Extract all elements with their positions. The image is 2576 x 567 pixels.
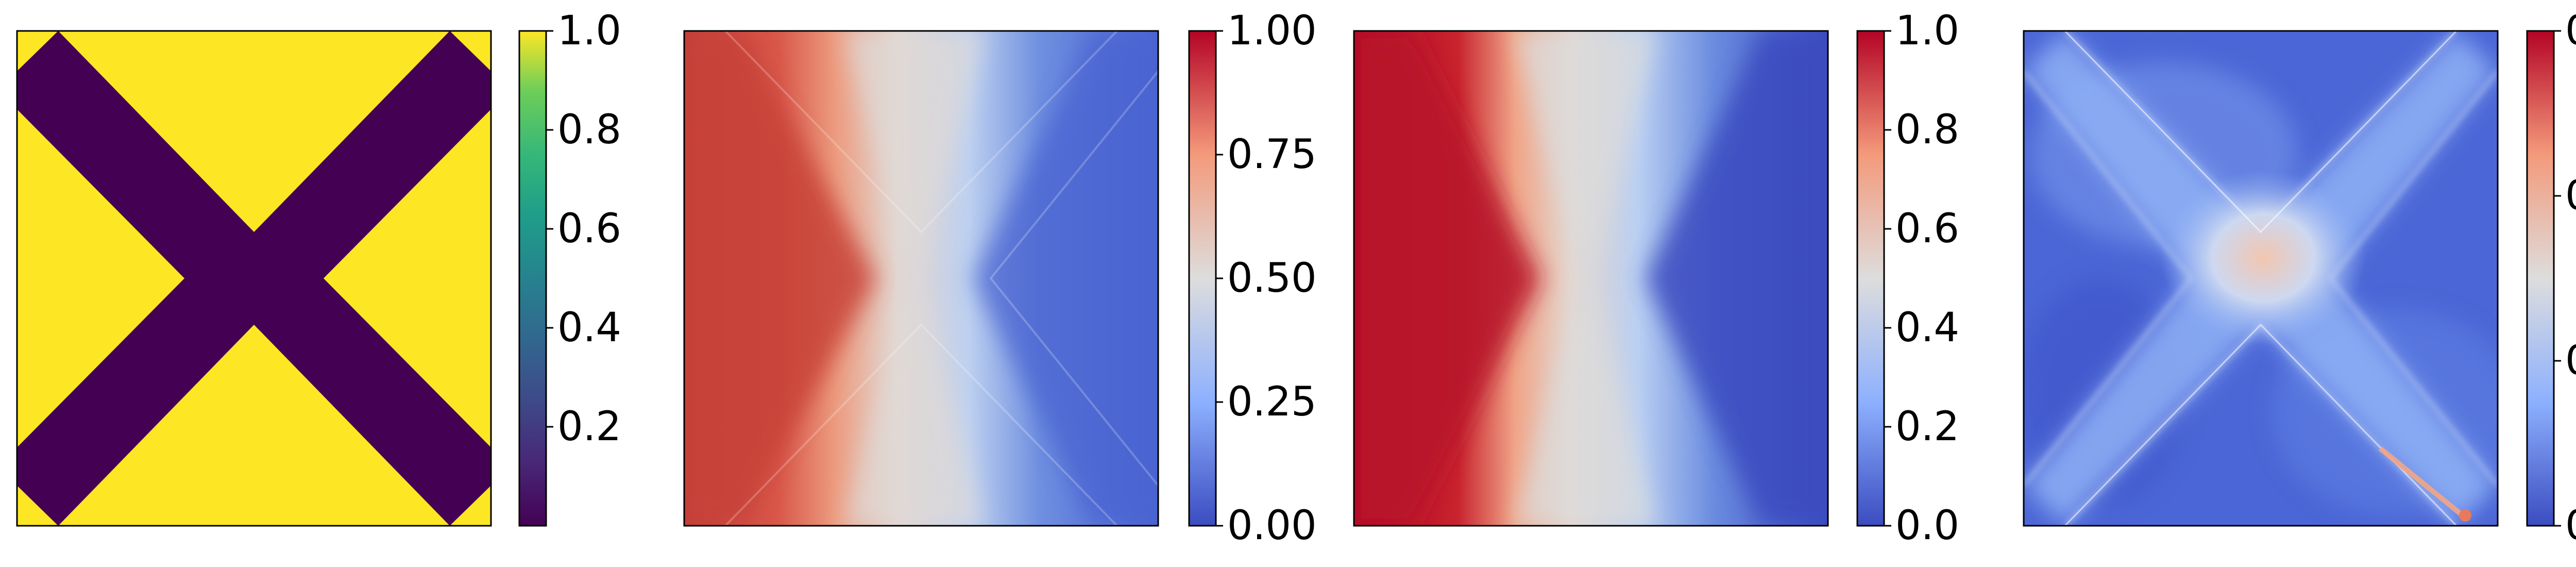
colorbar-ticks: 0.00 0.05 0.10 0.15 [2554, 8, 2576, 549]
colorbar-tick-label: 0.6 [1895, 206, 1959, 252]
colorbar-tick-label: 0.75 [1227, 131, 1317, 178]
colorbar-gradient [518, 30, 547, 527]
colorbar-ticks: 0.2 0.4 0.6 0.8 1.0 [546, 8, 621, 450]
prediction-heatmap [684, 31, 1158, 526]
colorbar-4: 0.00 0.05 0.10 0.15 [2526, 8, 2576, 549]
colorbar-tick-label: 0.05 [2565, 338, 2576, 384]
colorbar-tick-label: 1.00 [1227, 8, 1317, 54]
colorbar-3: 0.0 0.2 0.4 0.6 0.8 1.0 [1856, 8, 1959, 549]
colorbar-tick-label: 0.2 [1895, 404, 1959, 450]
colorbar-tick-label: 0.00 [2565, 503, 2576, 549]
colorbar-ticks: 0.00 0.25 0.50 0.75 1.00 [1216, 8, 1317, 549]
colorbar-tick-label: 0.0 [1895, 503, 1959, 549]
reference-heatmap [1354, 31, 1828, 526]
colorbar-gradient [1188, 30, 1217, 527]
colorbar-ticks: 0.0 0.2 0.4 0.6 0.8 1.0 [1884, 8, 1959, 549]
colorbar-tick-label: 0.10 [2565, 173, 2576, 219]
colorbar-tick-label: 1.0 [1895, 8, 1959, 54]
colorbar-2: 0.00 0.25 0.50 0.75 1.00 [1188, 8, 1317, 549]
heatmap-frame [2023, 30, 2499, 527]
mask-heatmap [17, 31, 491, 526]
colorbar-tick-label: 0.25 [1227, 379, 1317, 425]
colorbar-1: 0.2 0.4 0.6 0.8 1.0 [518, 8, 621, 527]
colorbar-gradient [1856, 30, 1885, 527]
heatmap-frame [1353, 30, 1829, 527]
heatmap-frame [683, 30, 1159, 527]
panel-2: 0.00 0.25 0.50 0.75 1.00 [683, 8, 1317, 549]
heatmap-frame [16, 30, 492, 527]
colorbar-tick-label: 0.00 [1227, 503, 1317, 549]
colorbar-tick-label: 0.15 [2565, 8, 2576, 54]
colorbar-tick-label: 0.50 [1227, 255, 1317, 302]
panel-4: 0.00 0.05 0.10 0.15 [2023, 8, 2576, 549]
colorbar-tick-label: 0.2 [557, 404, 621, 450]
colorbar-tick-label: 0.6 [557, 206, 621, 252]
colorbar-tick-label: 0.4 [557, 305, 621, 351]
colorbar-tick-label: 0.8 [557, 107, 621, 153]
colorbar-gradient [2526, 30, 2555, 527]
colorbar-tick-label: 1.0 [557, 8, 621, 54]
error-heatmap [2024, 31, 2498, 526]
colorbar-tick-label: 0.4 [1895, 305, 1959, 351]
colorbar-tick-label: 0.8 [1895, 107, 1959, 153]
panel-1: 0.2 0.4 0.6 0.8 1.0 [16, 8, 621, 527]
panel-3: 0.0 0.2 0.4 0.6 0.8 1.0 [1353, 8, 1959, 549]
